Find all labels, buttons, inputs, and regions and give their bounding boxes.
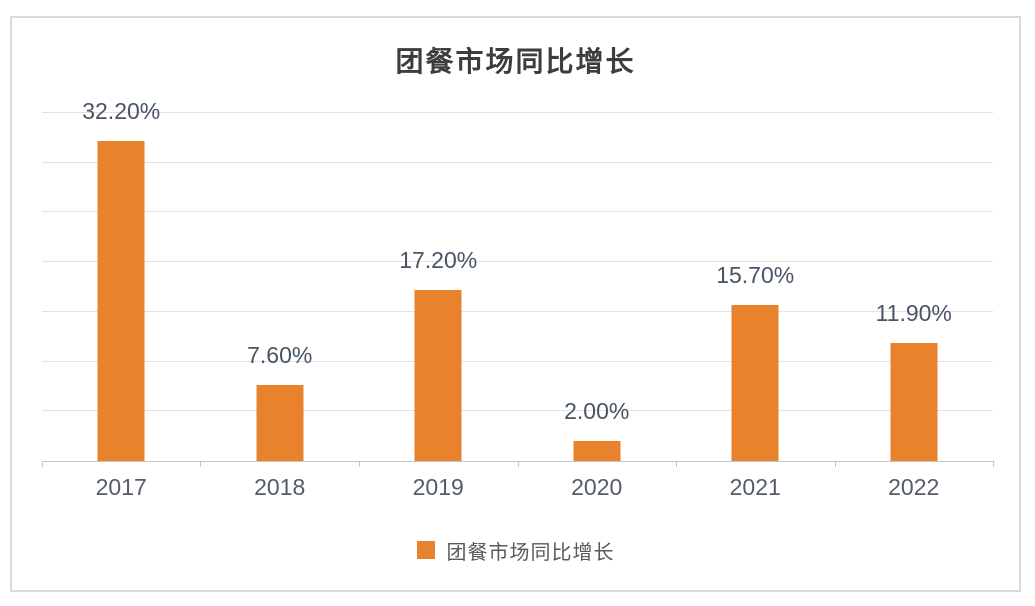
- category-cell: 7.60% 2018: [200, 113, 358, 500]
- x-axis-label-2021: 2021: [729, 474, 781, 500]
- bar-2017: [97, 140, 145, 461]
- gridline: [42, 211, 993, 213]
- x-axis-tick: [517, 461, 519, 467]
- x-axis-label-2017: 2017: [95, 474, 147, 500]
- gridline: [42, 360, 993, 362]
- bar-2019: [414, 289, 462, 461]
- bar-2022: [890, 342, 938, 461]
- x-axis-label-2022: 2022: [888, 474, 940, 500]
- legend: 团餐市场同比增长: [12, 533, 1019, 567]
- chart-title: 团餐市场同比增长: [395, 46, 636, 77]
- bar-2021: [731, 304, 779, 461]
- x-axis-tick: [834, 461, 836, 467]
- gridline: [42, 261, 993, 263]
- data-label-2017: 32.20%: [82, 97, 161, 124]
- x-axis-label-2019: 2019: [412, 474, 464, 500]
- data-label-2020: 2.00%: [564, 398, 630, 425]
- x-axis-label-2020: 2020: [571, 474, 623, 500]
- data-label-2019: 17.20%: [399, 246, 478, 273]
- bar-2020: [573, 441, 621, 461]
- x-axis-label-2018: 2018: [254, 474, 306, 500]
- category-cell: 11.90% 2022: [835, 113, 993, 500]
- category-cell: 17.20% 2019: [359, 113, 517, 500]
- data-label-2022: 11.90%: [875, 299, 952, 326]
- data-label-2021: 15.70%: [716, 261, 795, 288]
- legend-swatch-icon: [416, 541, 435, 559]
- gridline: [42, 112, 993, 113]
- legend-label: 团餐市场同比增长: [446, 541, 615, 564]
- plot-area: 32.20% 2017 7.60% 2018 17.20% 2019 2.00% 2020 15…: [42, 98, 994, 500]
- x-axis-tick: [200, 461, 202, 467]
- category-cell: 15.70% 2021: [676, 113, 834, 500]
- category-cell: 32.20% 2017: [42, 98, 200, 500]
- x-axis-tick: [675, 461, 677, 467]
- bar-2018: [256, 385, 304, 461]
- data-label-2018: 7.60%: [247, 342, 313, 369]
- gridline: [42, 310, 993, 312]
- gridline: [42, 410, 993, 412]
- x-axis-tick: [358, 461, 360, 467]
- chart-container: 团餐市场同比增长 32.20% 2017 7.60% 2018 17.20% 2019 2.…: [10, 16, 1021, 592]
- category-cell: 2.00% 2020: [518, 113, 676, 500]
- x-axis-tick: [993, 461, 994, 467]
- gridline: [42, 161, 993, 163]
- x-axis-tick: [42, 461, 43, 467]
